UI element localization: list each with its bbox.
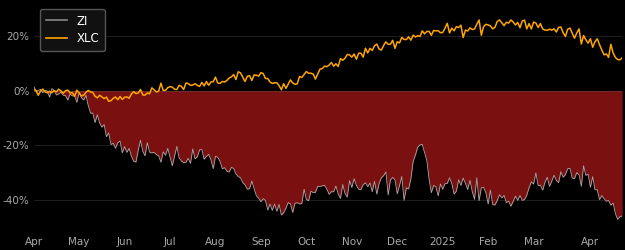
Legend: ZI, XLC: ZI, XLC — [39, 9, 105, 51]
